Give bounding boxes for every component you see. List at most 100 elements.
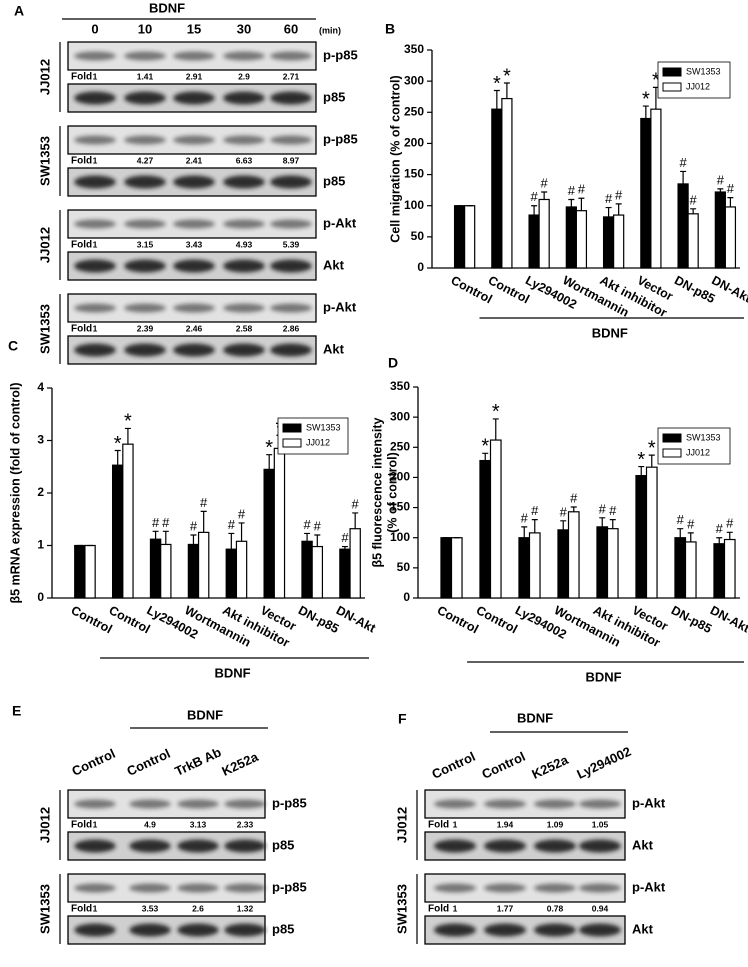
blot-band (177, 923, 219, 937)
fold-value: 1 (93, 903, 98, 913)
lane-label: 0 (91, 21, 98, 36)
significance-marker: # (690, 192, 698, 207)
panel-letter: E (12, 703, 21, 719)
fold-value: 3.15 (137, 239, 154, 249)
significance-marker: * (124, 411, 132, 433)
blot-band (124, 219, 166, 229)
bar (235, 540, 248, 599)
error-bar (717, 188, 724, 193)
fold-value: 0.94 (592, 903, 609, 913)
bar (518, 537, 531, 599)
error-bar (609, 519, 616, 529)
bar (440, 537, 453, 599)
fold-value: 2.46 (186, 323, 203, 333)
blot-band (224, 839, 266, 853)
bar (349, 528, 361, 599)
bar (565, 206, 577, 269)
bar (650, 108, 662, 269)
bar (575, 210, 588, 269)
cell-line-label: SW1353 (394, 884, 409, 934)
cell-line-label: SW1353 (37, 884, 52, 934)
error-bar (727, 197, 734, 207)
legend-swatch (662, 448, 682, 458)
error-bar (492, 418, 499, 441)
bar (111, 464, 124, 599)
x-tick-label: DN-p85 (296, 603, 341, 636)
blot-band (74, 303, 116, 313)
bar (122, 443, 134, 599)
lane-label: 15 (187, 21, 201, 36)
bar (74, 544, 86, 599)
y-tick-label: 0 (403, 590, 410, 604)
error-bar (531, 519, 538, 533)
fold-value: 4.27 (137, 155, 154, 165)
significance-marker: # (341, 530, 349, 545)
y-axis-label: β5 mRNA expression (fold of control) (8, 382, 22, 603)
bar (567, 511, 580, 599)
bar (450, 537, 463, 599)
bar (160, 543, 172, 599)
bar (528, 214, 540, 269)
error-bar (599, 517, 606, 527)
legend-swatch (282, 423, 302, 433)
bar (464, 205, 476, 269)
y-tick-label: 350 (404, 42, 424, 56)
fold-value: 2.39 (137, 323, 154, 333)
error-bar (570, 506, 577, 512)
fold-value: 1.77 (497, 903, 514, 913)
blot-band (124, 303, 166, 313)
fold-value: 5.39 (283, 239, 300, 249)
significance-marker: # (314, 518, 322, 533)
significance-marker: # (238, 506, 246, 521)
fold-value: 3.13 (190, 819, 207, 829)
y-axis-label: Cell migration (% of control) (388, 75, 402, 242)
significance-marker: # (303, 517, 311, 532)
significance-marker: # (560, 504, 568, 519)
significance-marker: # (200, 495, 208, 510)
fold-value: 2.91 (186, 71, 203, 81)
y-tick-label: 250 (404, 104, 424, 118)
bar (640, 117, 652, 269)
lane-label: 30 (237, 21, 251, 36)
fold-value: 2.33 (237, 819, 254, 829)
blot-band (74, 175, 116, 189)
bar (557, 529, 570, 599)
error-bar (162, 530, 169, 545)
significance-marker: # (352, 496, 360, 511)
blot-band (534, 923, 576, 937)
error-bar (314, 534, 321, 547)
blot-band (223, 303, 265, 313)
y-tick-label: 1 (37, 538, 44, 552)
lane-label: 10 (138, 21, 152, 36)
fold-value: 8.97 (283, 155, 300, 165)
error-bar (638, 465, 645, 476)
bar (489, 439, 502, 599)
legend-label: SW1353 (686, 432, 721, 442)
blot-band (124, 135, 166, 145)
y-tick-label: 0 (417, 260, 424, 274)
significance-marker: # (615, 187, 623, 202)
cell-line-label: JJ012 (37, 59, 52, 95)
lane-label: Ly294002 (574, 744, 633, 782)
blot-band (129, 923, 171, 937)
fold-label: Fold (71, 240, 92, 251)
cell-line-label: JJ012 (394, 807, 409, 843)
legend-swatch (662, 67, 682, 77)
y-tick-label: 100 (390, 530, 410, 544)
blot-band (434, 799, 476, 809)
panel-letter: C (8, 338, 18, 354)
significance-marker: * (265, 437, 273, 459)
band-label: p85 (323, 89, 345, 104)
group-label: BDNF (585, 669, 621, 684)
blot-band (484, 799, 526, 809)
blot-band (270, 91, 312, 105)
bar (674, 537, 687, 599)
y-tick-label: 150 (390, 500, 410, 514)
significance-marker: # (162, 515, 170, 530)
significance-marker: * (652, 70, 660, 92)
bar (528, 532, 541, 599)
significance-marker: * (642, 88, 650, 110)
cell-line-label: SW1353 (37, 304, 52, 354)
blot-band (484, 883, 526, 893)
blot-band (434, 839, 476, 853)
